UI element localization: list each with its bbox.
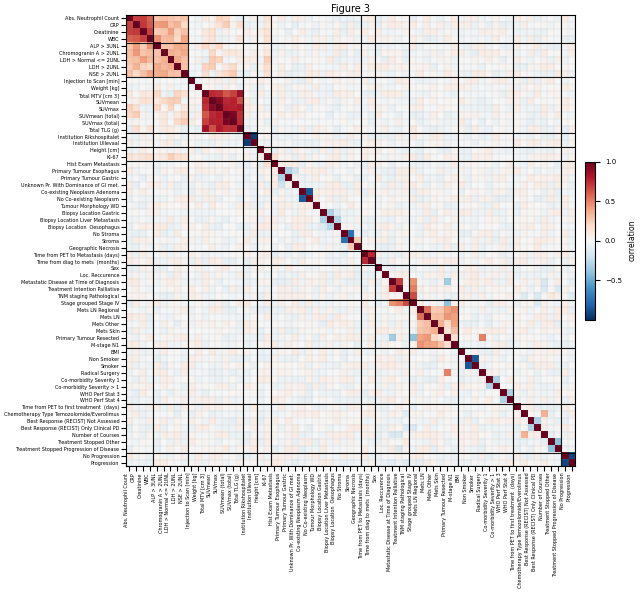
Title: Figure 3: Figure 3 [331,4,370,14]
Y-axis label: correlation: correlation [627,220,636,262]
